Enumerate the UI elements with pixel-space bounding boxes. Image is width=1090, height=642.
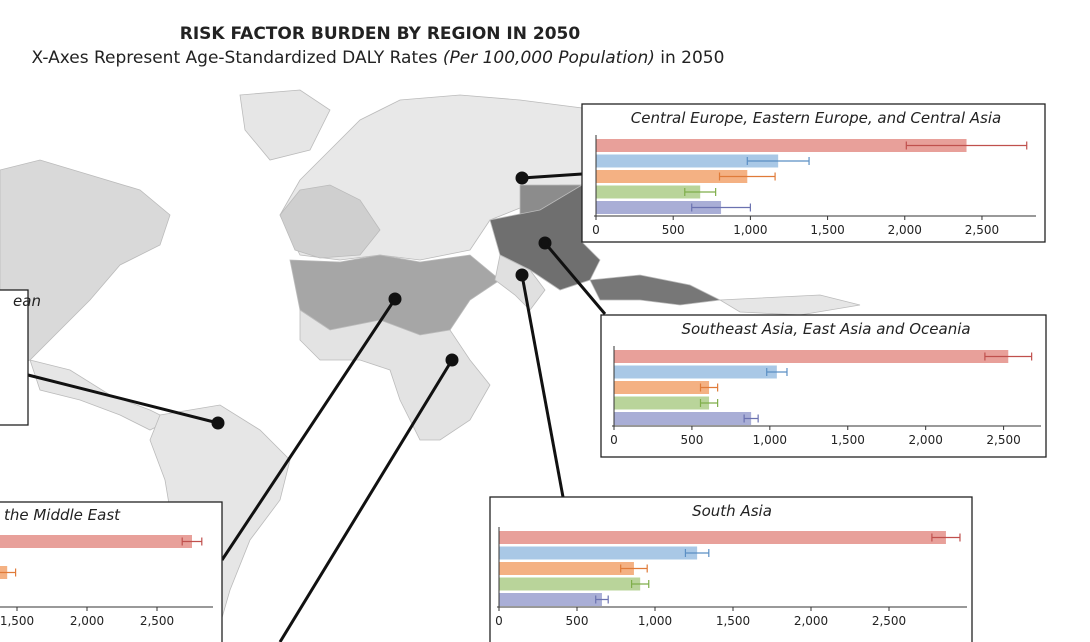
bar [596, 139, 967, 152]
panel-title: Central Europe, Eastern Europe, and Cent… [631, 109, 1001, 127]
error-bar [631, 580, 650, 588]
panels: Central Europe, Eastern Europe, and Cent… [0, 103, 1047, 642]
error-bar [0, 568, 17, 577]
x-tick-label: 0 [592, 223, 600, 237]
se-asia [589, 274, 722, 306]
region-dot [388, 292, 402, 306]
panel-title: the Middle East [4, 506, 121, 524]
error-bar [684, 188, 717, 196]
connector [521, 172, 583, 180]
panel-title: ean [13, 292, 41, 310]
x-tick-label: 1,000 [733, 223, 767, 237]
error-bar [931, 533, 961, 542]
x-tick-label: 0 [610, 433, 618, 447]
x-tick-label: 500 [662, 223, 685, 237]
x-tick-label: 2,000 [908, 433, 942, 447]
x-tick-label: 1,000 [753, 433, 787, 447]
error-bar [746, 157, 810, 165]
greenland [239, 89, 331, 161]
x-tick-label: 2,000 [70, 614, 104, 628]
error-bar [620, 564, 648, 573]
x-tick-label: 2,500 [872, 614, 906, 628]
bar [0, 535, 192, 548]
panel [0, 501, 223, 642]
x-tick-label: 1,500 [831, 433, 865, 447]
region-dot [515, 268, 529, 282]
error-bar [699, 383, 719, 392]
connector [543, 242, 607, 315]
panel [0, 289, 29, 426]
africa [299, 309, 491, 441]
region-dot [211, 416, 225, 430]
x-tick-label: 2,000 [888, 223, 922, 237]
europe [279, 184, 381, 259]
x-tick-label: 2,000 [794, 614, 828, 628]
connector [278, 359, 454, 642]
connectors [27, 171, 607, 642]
region-dot [445, 353, 459, 367]
subtitle-part: X-Axes Represent Age-Standardized DALY R… [32, 48, 438, 68]
australia [718, 294, 861, 316]
connector [27, 373, 219, 425]
x-tick-label: 2,500 [140, 614, 174, 628]
bar [499, 577, 641, 591]
bar [499, 531, 946, 544]
connector [520, 274, 565, 498]
error-bar [718, 172, 776, 181]
error-bar [984, 352, 1033, 361]
error-bar [699, 399, 719, 407]
x-tick-label: 1,500 [0, 614, 34, 628]
south-asia-land [494, 254, 546, 311]
x-tick-label: 500 [566, 614, 589, 628]
region-dot [538, 236, 552, 250]
bar [499, 546, 698, 560]
subtitle: X-Axes Represent Age-Standardized DALY R… [32, 48, 725, 68]
bar [596, 170, 748, 183]
x-tick-label: 1,500 [716, 614, 750, 628]
bar [614, 381, 710, 394]
x-tick-label: 0 [495, 614, 503, 628]
title: RISK FACTOR BURDEN BY REGION IN 2050 [180, 24, 581, 44]
error-bar [743, 414, 759, 423]
x-tick-label: 500 [680, 433, 703, 447]
x-tick-label: 2,500 [986, 433, 1020, 447]
bar [614, 350, 1009, 363]
bar [614, 412, 752, 425]
error-bar [905, 141, 1028, 150]
panel-title: Southeast Asia, East Asia and Oceania [681, 320, 970, 338]
bar [614, 396, 710, 410]
bar [596, 201, 722, 214]
bar [499, 593, 602, 606]
error-bar [181, 537, 203, 546]
error-bar [766, 368, 788, 376]
bar [596, 185, 701, 199]
x-tick-label: 2,500 [965, 223, 999, 237]
central-america [29, 359, 171, 431]
error-bar [691, 203, 751, 212]
connector [220, 298, 397, 561]
error-bar [595, 595, 609, 604]
subtitle-part: in 2050 [660, 48, 724, 68]
bar [499, 562, 634, 575]
x-tick-label: 1,000 [638, 614, 672, 628]
region-dot [515, 171, 529, 185]
panel-title: South Asia [692, 502, 772, 520]
subtitle-part: (Per 100,000 Population) [443, 48, 655, 68]
x-tick-label: 1,500 [810, 223, 844, 237]
error-bar [684, 549, 710, 557]
bar [596, 154, 779, 168]
bar [614, 365, 777, 379]
